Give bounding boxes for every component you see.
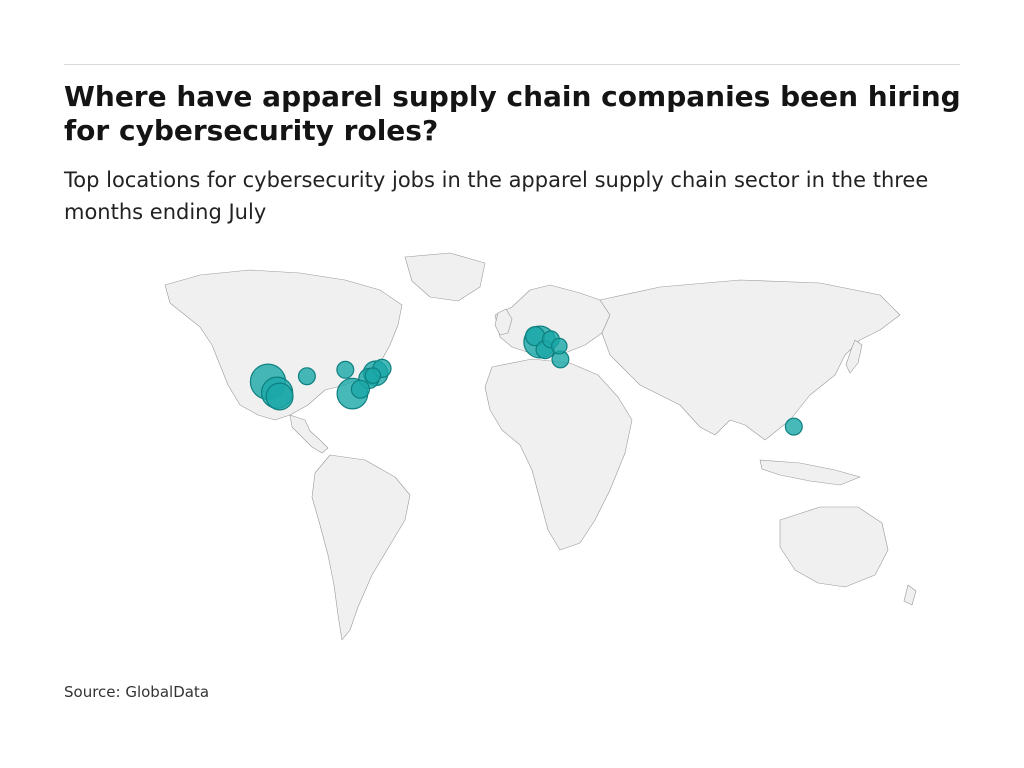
location-bubble (784, 417, 803, 436)
australia-landmass (779, 506, 889, 588)
location-bubble (336, 360, 355, 379)
central-america-landmass (289, 414, 329, 454)
asia-landmass (599, 279, 901, 441)
location-bubble (364, 367, 382, 384)
south-america-landmass (311, 454, 411, 641)
source-note: Source: GlobalData (64, 683, 210, 701)
bubble-layer (249, 325, 803, 436)
location-bubble (550, 337, 568, 355)
greenland-landmass (404, 252, 486, 302)
africa-landmass (484, 358, 633, 551)
chart-subtitle: Top locations for cybersecurity jobs in … (64, 168, 929, 224)
top-divider (64, 64, 960, 65)
indonesia-landmass (759, 459, 861, 486)
japan-landmass (845, 339, 863, 374)
uk-landmass (494, 308, 513, 336)
world-map (164, 252, 917, 641)
chart-title: Where have apparel supply chain companie… (64, 80, 961, 147)
new-zealand-landmass (903, 584, 917, 606)
location-bubble (350, 379, 370, 399)
location-bubble (265, 382, 294, 411)
location-bubble (297, 367, 316, 386)
land-layer (164, 252, 917, 641)
